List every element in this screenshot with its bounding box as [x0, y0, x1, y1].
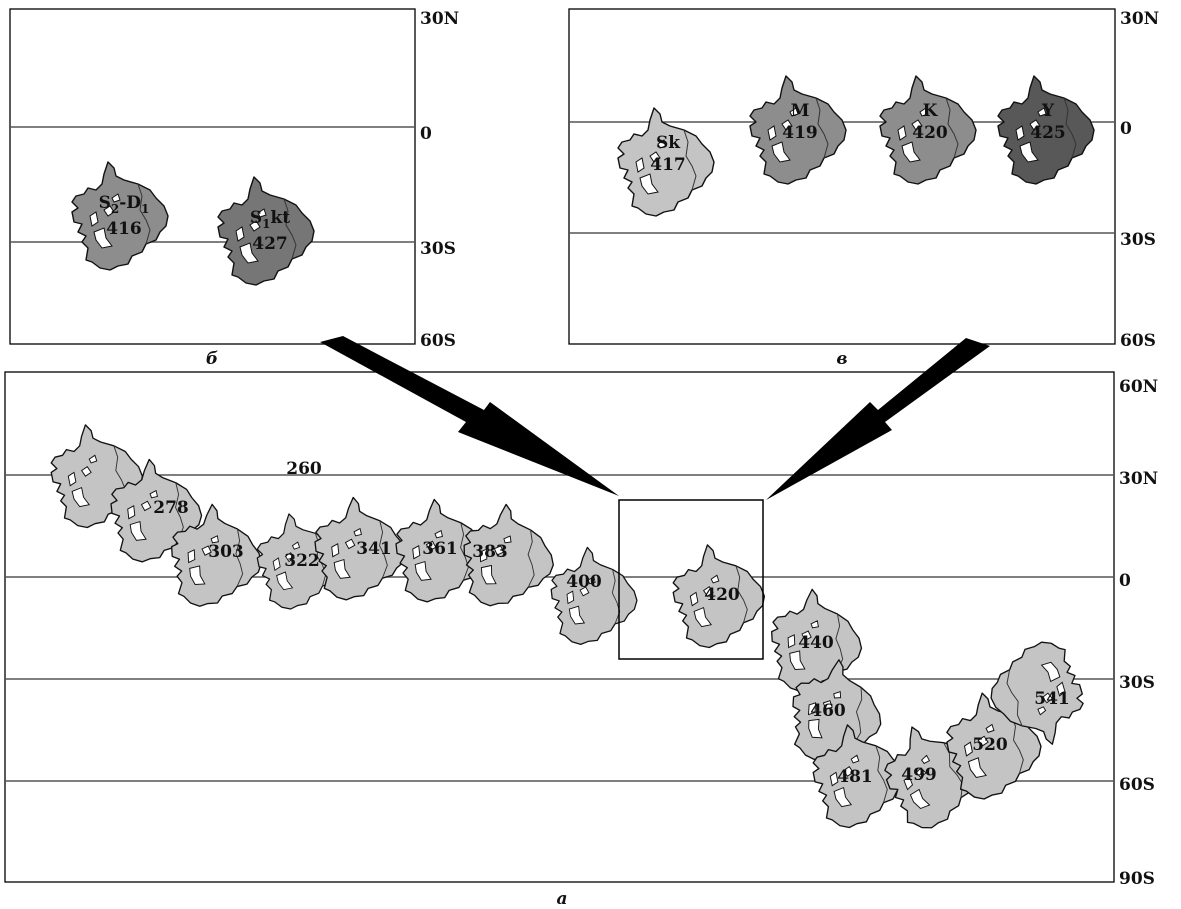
panel-c-lat-label: 30N: [1120, 9, 1159, 29]
block-age-label: 417: [650, 155, 686, 175]
block-age-label: 420: [704, 585, 740, 605]
panel-b-frame: [9, 8, 416, 345]
zoom-box: [618, 499, 764, 660]
block-age-label: 420: [912, 123, 948, 143]
panel-a-lat-label: 90S: [1119, 869, 1155, 889]
panel-b-lat-label: 0: [420, 124, 432, 144]
panel-a-lat-label: 30N: [1119, 469, 1158, 489]
block-age-label: 481: [837, 767, 873, 787]
block-age-label: 416: [106, 219, 142, 239]
panel-c-lat-label: 0: [1120, 119, 1132, 139]
block-age-label: 260: [286, 459, 322, 479]
panel-c-frame: [568, 8, 1116, 345]
block-stage-label-part: 1: [262, 217, 270, 231]
block-age-label: 440: [798, 633, 834, 653]
panel-b-caption: б: [206, 349, 218, 369]
block-age-label: 419: [782, 123, 818, 143]
block-stage-label: S1kt: [250, 208, 290, 231]
block-age-label: 400: [566, 572, 602, 592]
panel-a-lat-label: 30S: [1119, 673, 1155, 693]
block-stage-label: M: [791, 101, 810, 121]
block-stage-label-part: kt: [271, 208, 291, 228]
panel-a: 60N 30N 0 30S 60S 90S 260 278 303 322 341 361…: [4, 371, 1158, 909]
block-stage-label: S2-D1: [99, 193, 150, 216]
continental-block: [453, 497, 563, 617]
block-age-label: 520: [972, 735, 1008, 755]
panel-b-lat-label: 30S: [420, 239, 456, 259]
block-age-label: 541: [1034, 689, 1070, 709]
block-age-label: 278: [153, 498, 189, 518]
continental-block-shape: [545, 543, 642, 650]
panel-a-frame: [4, 371, 1115, 883]
panel-a-lat-label: 60S: [1119, 775, 1155, 795]
panel-b-lat-label: 30N: [420, 9, 459, 29]
arrow-to-panel-c: [766, 338, 990, 500]
block-age-label: 427: [252, 234, 288, 254]
block-stage-label-part: S: [99, 193, 111, 213]
continental-block: [217, 176, 315, 286]
block-age-label: 425: [1030, 123, 1066, 143]
continental-block-shape: [71, 161, 169, 271]
panel-c-caption: в: [836, 349, 847, 369]
block-age-label: 460: [810, 701, 846, 721]
block-age-label: 499: [901, 765, 937, 785]
arrow-to-panel-b: [320, 336, 619, 496]
block-age-label: 383: [472, 542, 508, 562]
block-age-label: 303: [208, 542, 244, 562]
block-age-label: 322: [284, 551, 320, 571]
panel-c-lat-label: 30S: [1120, 230, 1156, 250]
block-stage-label-part: 1: [141, 202, 149, 216]
block-stage-label: Y: [1041, 101, 1055, 121]
panel-a-caption: а: [556, 889, 567, 909]
continental-block-shape: [453, 497, 563, 617]
continental-block-shape: [217, 176, 315, 286]
panel-a-lat-label: 0: [1119, 571, 1131, 591]
block-stage-label-part: -D: [119, 193, 141, 213]
panel-a-blocks: 260 278 303 322 341 361 383 400 420 440 460 481 499 5…: [50, 424, 1088, 835]
panel-c-lat-label: 60S: [1120, 331, 1156, 351]
block-stage-label-part: 2: [111, 202, 119, 216]
block-age-label: 361: [422, 539, 458, 559]
panel-a-lat-label: 60N: [1119, 377, 1158, 397]
panel-b-lat-label: 60S: [420, 331, 456, 351]
block-age-label: 341: [356, 539, 392, 559]
block-stage-label: Sk: [656, 133, 681, 153]
continental-block: [71, 161, 169, 271]
continental-block: [545, 543, 642, 650]
block-stage-label: K: [923, 101, 939, 121]
block-stage-label-part: S: [250, 208, 262, 228]
